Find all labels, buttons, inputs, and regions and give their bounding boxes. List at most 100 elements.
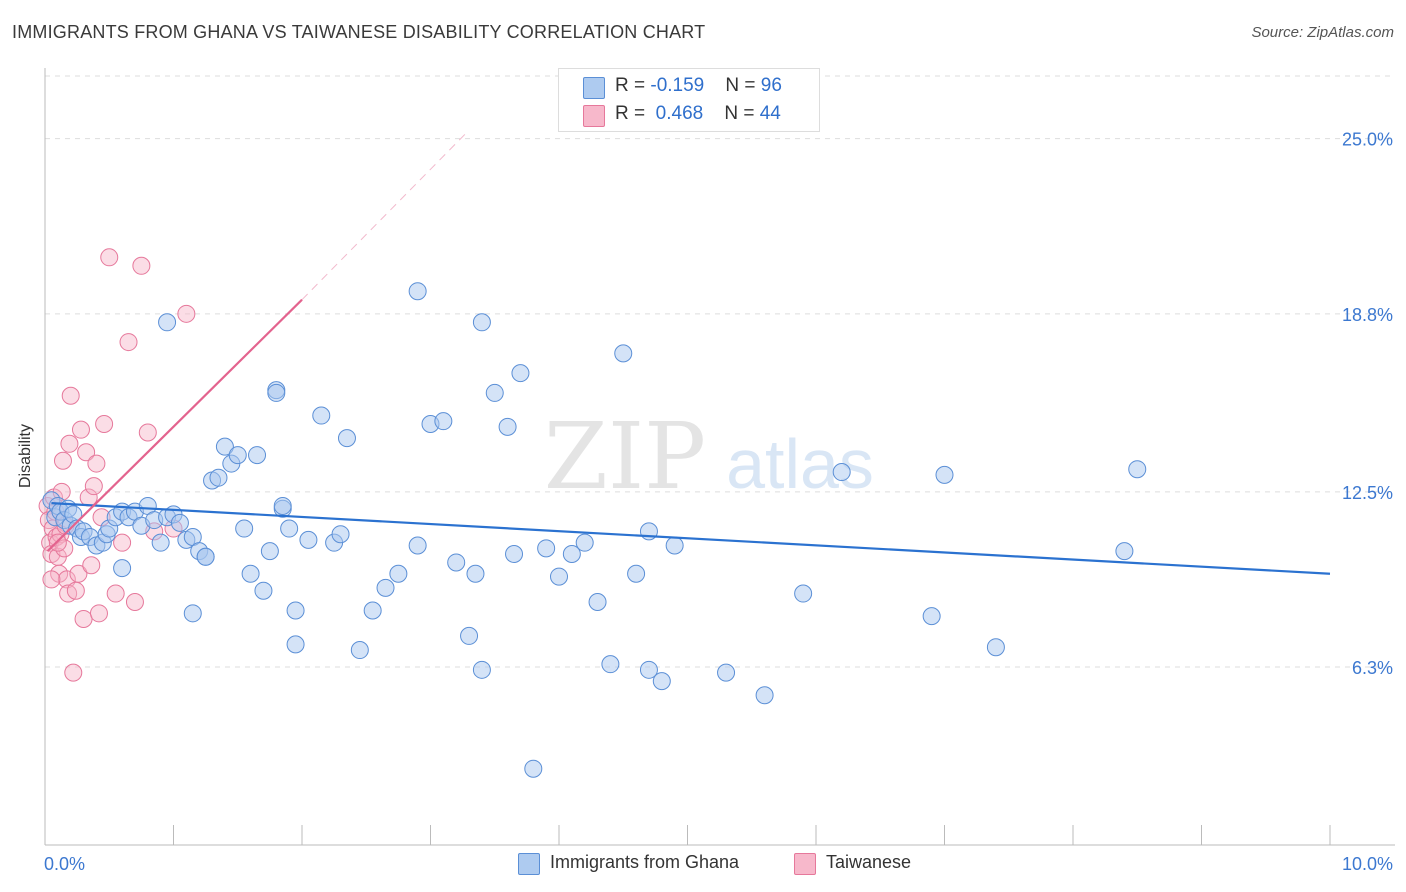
ghana-point [652,672,671,691]
ghana-point [196,547,215,566]
taiwanese-swatch [583,105,605,127]
y-tick-label: 6.3% [1352,658,1393,678]
ghana-point [1128,460,1147,479]
ghana-point [408,282,427,301]
ghana-point [350,641,369,660]
ghana-trend-line [51,502,1331,575]
ghana-point [260,542,279,561]
ghana-point [614,344,633,363]
chart-title: IMMIGRANTS FROM GHANA VS TAIWANESE DISAB… [12,22,706,42]
taiwanese-point [82,556,101,575]
ghana-points [42,282,1147,778]
taiwanese-point [66,581,85,600]
taiwanese-point [64,663,83,682]
ghana-point [209,468,228,487]
ghana-point [986,638,1005,657]
ghana-swatch [583,77,605,99]
ghana-point [511,364,530,383]
taiwanese-point [69,564,88,583]
ghana-point [717,663,736,682]
r-value-taiwanese: 0.468 [655,103,704,124]
ghana-point [1115,542,1134,561]
taiwanese-point [84,477,103,496]
ghana-point [299,530,318,549]
ghana-point [286,635,305,654]
ghana-point [588,593,607,612]
ghana-point [922,607,941,626]
taiwanese-point [71,420,90,439]
y-tick-label: 25.0% [1342,130,1393,150]
tick-labels: 6.3% 12.5% 18.8% 25.0% 0.0% 10.0% [44,130,1393,874]
taiwanese-point [125,593,144,612]
series-legend: Immigrants from Ghana Taiwanese [0,852,1406,876]
ghana-point [562,544,581,563]
ghana-point [286,601,305,620]
axes [44,68,1395,846]
taiwanese-point [177,304,196,323]
ghana-point [755,686,774,705]
ghana-legend-swatch [518,853,540,875]
ghana-point [434,412,453,431]
ghana-point [331,525,350,544]
y-tick-label: 18.8% [1342,305,1393,325]
taiwanese-point [132,256,151,275]
taiwanese-point [42,570,61,589]
ghana-point [376,578,395,597]
taiwanese-point [87,454,106,473]
watermark: ZIP atlas [544,403,874,510]
ghana-point [794,584,813,603]
trend-lines [46,129,1331,575]
ghana-point [550,567,568,586]
ghana-point [575,533,594,552]
taiwanese-legend-swatch [794,853,816,875]
taiwanese-point [74,609,93,628]
ghana-point [248,446,267,465]
source-credit: Source: ZipAtlas.com [1251,24,1394,41]
taiwanese-point [106,584,125,603]
r-label: R = [615,103,651,124]
ghana-point [170,513,189,532]
ghana-point [408,536,427,555]
ghana-point [832,463,851,482]
watermark-atlas: atlas [726,425,874,503]
taiwanese-trend-line [46,298,303,552]
ghana-point [337,429,356,448]
ghana-point [273,496,292,515]
ghana-point [113,559,132,578]
ghana-point [537,539,556,558]
r-value-ghana: -0.159 [650,75,705,96]
r-label: R = [615,75,651,96]
ghana-point [472,660,491,679]
ghana-point [363,601,382,620]
ghana-point [280,519,299,538]
ghana-point [241,564,260,583]
stats-legend: R = -0.159 N = 96 R = 0.468 N = 44 [558,68,820,132]
taiwanese-point [95,415,114,434]
taiwanese-trend-extension [301,129,470,301]
ghana-point [601,655,620,674]
taiwanese-point [113,533,132,552]
ghana-point [665,536,684,555]
ghana-point [935,465,954,484]
watermark-zip: ZIP [544,403,706,510]
legend-label-ghana: Immigrants from Ghana [550,852,740,872]
taiwanese-point [48,533,67,552]
y-tick-label: 12.5% [1342,483,1393,503]
taiwanese-point [77,443,96,462]
n-value-taiwanese: 44 [759,103,781,124]
x-tick-label: 10.0% [1342,854,1393,874]
ghana-point [485,383,504,402]
taiwanese-point [61,386,80,405]
n-label: N = [724,103,760,124]
ghana-point [151,533,170,552]
ghana-point [472,313,491,332]
ghana-point [267,383,286,402]
taiwanese-point [53,451,72,470]
ghana-point [228,446,247,465]
taiwanese-point [60,434,79,453]
ghana-point [627,564,646,583]
legend-label-taiwanese: Taiwanese [826,852,912,872]
ghana-point [183,604,202,623]
ghana-point [460,626,479,645]
